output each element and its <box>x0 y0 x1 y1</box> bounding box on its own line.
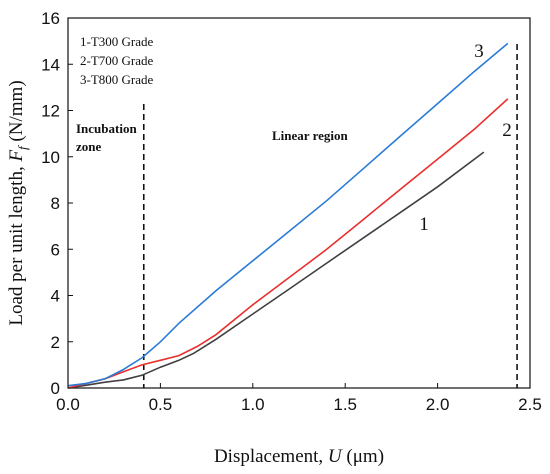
y-tick-label: 16 <box>41 9 60 28</box>
y-tick-label: 2 <box>51 333 60 352</box>
x-tick-label: 1.0 <box>241 395 265 414</box>
series-1-line <box>67 151 485 389</box>
x-axis-title: Displacement, U (μm) <box>214 446 384 467</box>
x-tick-label: 2.0 <box>426 395 450 414</box>
series-2-line <box>67 98 509 389</box>
x-tick-label: 0.5 <box>149 395 173 414</box>
legend-entry: 2-T700 Grade <box>80 53 154 68</box>
series-1-label: 1 <box>419 214 429 235</box>
x-tick-label: 1.5 <box>333 395 357 414</box>
series-3-label: 3 <box>474 41 484 62</box>
y-tick-label: 6 <box>51 240 60 259</box>
legend-entry: 3-T800 Grade <box>80 72 154 87</box>
y-tick-label: 4 <box>51 287 60 306</box>
y-tick-label: 10 <box>41 148 60 167</box>
y-tick-label: 0 <box>51 379 60 398</box>
y-tick-label: 14 <box>41 55 60 74</box>
series-2-label: 2 <box>502 120 512 141</box>
series-3-line <box>67 42 509 387</box>
y-tick-label: 8 <box>51 194 60 213</box>
incubation-zone-label: Incubation <box>76 121 137 136</box>
y-tick-label: 12 <box>41 102 60 121</box>
incubation-zone-label: zone <box>76 139 102 154</box>
legend-entry: 1-T300 Grade <box>80 34 154 49</box>
linear-region-label: Linear region <box>272 128 348 143</box>
y-axis-title: Load per unit length, Ff (N/mm) <box>6 80 30 325</box>
x-tick-label: 0.0 <box>56 395 80 414</box>
x-tick-label: 2.5 <box>518 395 542 414</box>
